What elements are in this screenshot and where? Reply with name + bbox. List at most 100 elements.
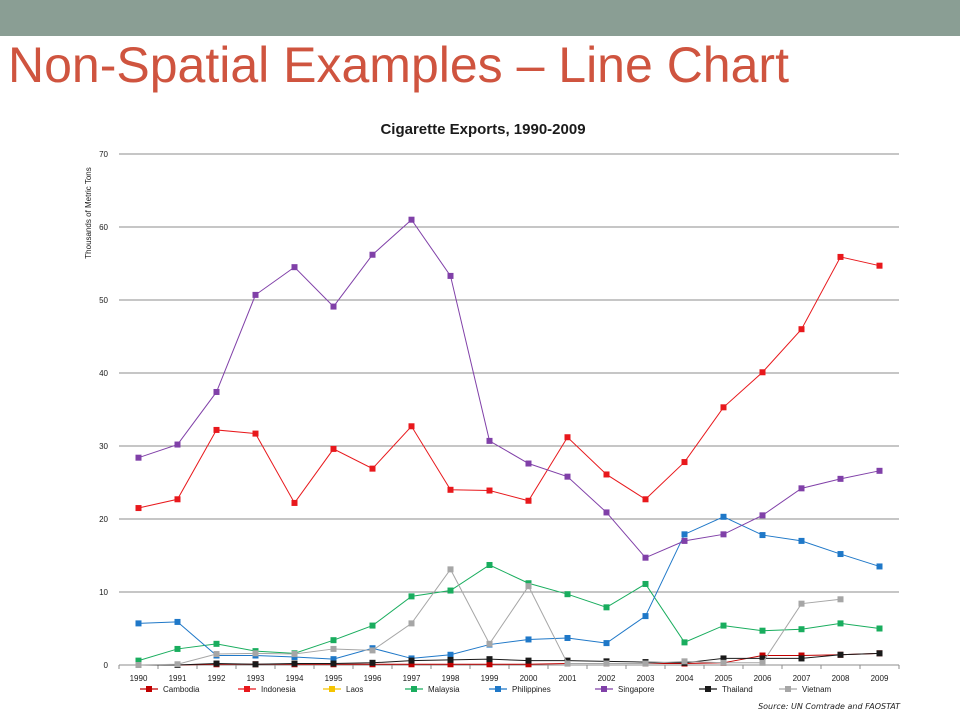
data-point xyxy=(330,660,337,667)
legend-item-singapore: Singapore xyxy=(595,685,655,694)
data-point xyxy=(369,622,376,629)
data-point xyxy=(447,651,454,658)
data-point xyxy=(486,640,493,647)
data-point xyxy=(564,634,571,641)
data-point xyxy=(525,460,532,467)
legend-marker xyxy=(146,686,152,692)
legend-label: Philippines xyxy=(512,685,551,694)
legend-item-thailand: Thailand xyxy=(699,685,753,694)
y-tick-label: 50 xyxy=(99,296,108,305)
data-point xyxy=(330,637,337,644)
data-point xyxy=(564,660,571,667)
data-point xyxy=(720,531,727,538)
data-point xyxy=(525,636,532,643)
source-note: Source: UN Comtrade and FAOSTAT xyxy=(758,702,900,711)
data-point xyxy=(213,660,220,667)
legend-item-laos: Laos xyxy=(323,685,363,694)
y-axis-label: Thousands of Metric Tons xyxy=(84,167,93,258)
data-point xyxy=(486,661,493,668)
data-point xyxy=(876,650,883,657)
data-point xyxy=(759,659,766,666)
x-tick-label: 1994 xyxy=(286,674,304,683)
data-point xyxy=(837,620,844,627)
data-point xyxy=(252,650,259,657)
data-point xyxy=(486,487,493,494)
data-point xyxy=(837,596,844,603)
legend-marker xyxy=(329,686,335,692)
data-point xyxy=(837,651,844,658)
data-point xyxy=(330,445,337,452)
legend-marker xyxy=(411,686,417,692)
series-line xyxy=(138,256,880,509)
legend-item-vietnam: Vietnam xyxy=(779,685,832,694)
data-point xyxy=(642,660,649,667)
data-point xyxy=(213,651,220,658)
legend-item-philippines: Philippines xyxy=(489,685,551,694)
series-philippines xyxy=(135,513,883,663)
data-point xyxy=(525,661,532,668)
data-point xyxy=(798,626,805,633)
data-point xyxy=(174,496,181,503)
data-point xyxy=(447,656,454,663)
data-point xyxy=(291,499,298,506)
legend-marker xyxy=(601,686,607,692)
legend-item-cambodia: Cambodia xyxy=(140,685,200,694)
data-point xyxy=(759,512,766,519)
series-line xyxy=(138,652,880,666)
data-point xyxy=(798,485,805,492)
data-point xyxy=(876,625,883,632)
data-point xyxy=(135,657,142,664)
data-point xyxy=(876,262,883,269)
data-point xyxy=(642,580,649,587)
y-tick-label: 70 xyxy=(99,150,108,159)
legend-label: Vietnam xyxy=(802,685,832,694)
x-tick-label: 2004 xyxy=(676,674,694,683)
legend: Cambodia Indonesia Laos Malaysia Philippines… xyxy=(140,685,832,694)
data-point xyxy=(135,505,142,512)
series-lines xyxy=(135,216,883,668)
data-point xyxy=(681,537,688,544)
series-line xyxy=(138,564,880,662)
data-point xyxy=(174,618,181,625)
data-point xyxy=(213,426,220,433)
data-point xyxy=(720,513,727,520)
data-point xyxy=(408,423,415,430)
data-point xyxy=(681,658,688,665)
slide-top-bar xyxy=(0,0,960,36)
series-line xyxy=(138,218,880,559)
data-point xyxy=(369,465,376,472)
data-point xyxy=(174,441,181,448)
x-tick-label: 2007 xyxy=(793,674,811,683)
x-tick-label: 1990 xyxy=(130,674,148,683)
data-point xyxy=(291,651,298,658)
data-point xyxy=(135,662,142,668)
data-point xyxy=(330,645,337,652)
x-tick-label: 2000 xyxy=(520,674,538,683)
data-point xyxy=(408,620,415,627)
x-tick-label: 1998 xyxy=(442,674,460,683)
data-point xyxy=(837,253,844,260)
data-point xyxy=(603,660,610,667)
legend-marker xyxy=(785,686,791,692)
series-malaysia xyxy=(135,561,883,664)
data-point xyxy=(603,471,610,478)
data-point xyxy=(447,272,454,279)
series-indonesia xyxy=(135,253,883,512)
data-point xyxy=(603,509,610,516)
data-point xyxy=(759,627,766,634)
data-point xyxy=(837,551,844,558)
y-tick-label: 30 xyxy=(99,442,108,451)
data-point xyxy=(681,639,688,646)
x-tick-label: 1999 xyxy=(481,674,499,683)
x-tick-label: 2005 xyxy=(715,674,733,683)
data-point xyxy=(603,640,610,647)
legend-label: Thailand xyxy=(722,685,753,694)
data-point xyxy=(681,459,688,466)
data-point xyxy=(213,388,220,395)
data-point xyxy=(642,613,649,620)
legend-label: Indonesia xyxy=(261,685,296,694)
data-point xyxy=(447,661,454,668)
legend-label: Malaysia xyxy=(428,685,460,694)
legend-marker xyxy=(244,686,250,692)
